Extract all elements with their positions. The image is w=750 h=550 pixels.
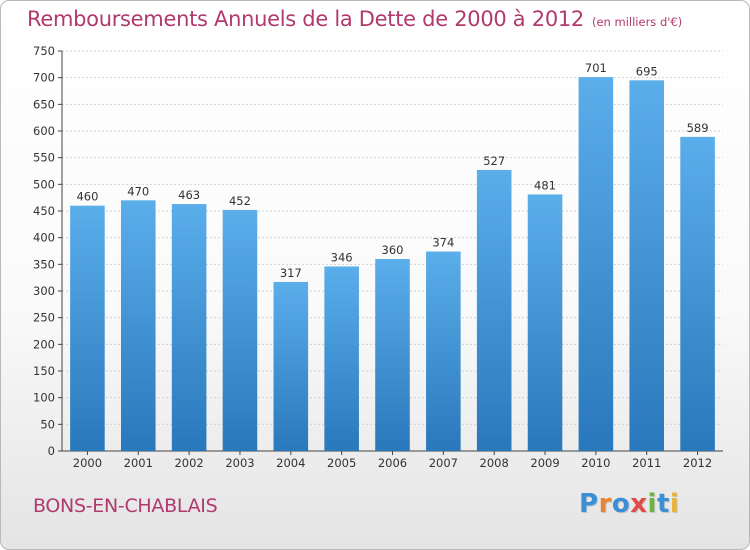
bar [273, 281, 309, 451]
y-tick-label: 450 [33, 204, 55, 218]
y-tick-label: 650 [33, 97, 55, 111]
y-tick-label: 0 [48, 444, 55, 458]
brand-logo: Proxiti [579, 489, 680, 519]
data-label: 463 [178, 188, 200, 202]
x-tick-label: 2007 [429, 456, 458, 470]
x-tick-label: 2003 [225, 456, 254, 470]
bar [120, 200, 156, 451]
axes: 0 50 100 150 200 250 300 350 400 450 500 550 600 650 7… [33, 44, 723, 470]
chart-title-text: Remboursements Annuels de la Dette de 20… [27, 7, 584, 31]
y-tick-label: 700 [33, 71, 55, 85]
y-tick-label: 400 [33, 231, 55, 245]
bar [375, 259, 410, 451]
data-label: 481 [534, 178, 556, 192]
x-tick-label: 2009 [530, 456, 559, 470]
x-tick-label: 2004 [276, 456, 305, 470]
data-labels: 460 470 463 452 317 346 360 374 527 481 701 695 589 [76, 61, 708, 280]
bar [171, 204, 207, 451]
x-tick-label: 2010 [581, 456, 610, 470]
x-tick-label: 2006 [378, 456, 407, 470]
bar [324, 266, 359, 451]
bars [70, 77, 715, 451]
y-tick-label: 200 [33, 337, 55, 351]
y-tick-label: 100 [33, 391, 55, 405]
x-tick-label: 2002 [174, 456, 203, 470]
data-label: 460 [76, 190, 98, 204]
y-tick-label: 350 [33, 257, 55, 271]
bar [222, 209, 258, 451]
bar [527, 194, 563, 451]
y-tick-label: 600 [33, 124, 55, 138]
y-tick-label: 150 [33, 364, 55, 378]
data-label: 360 [382, 243, 404, 257]
bar [70, 205, 105, 451]
y-tick-label: 250 [33, 311, 55, 325]
data-label: 317 [280, 266, 302, 280]
y-tick-label: 300 [33, 284, 55, 298]
data-label: 346 [331, 250, 353, 264]
x-tick-label: 2008 [480, 456, 509, 470]
y-tick-label: 550 [33, 151, 55, 165]
data-label: 589 [687, 121, 709, 135]
bar [629, 80, 665, 451]
location-label: BONS-EN-CHABLAIS [33, 495, 218, 517]
x-tick-label: 2012 [683, 456, 712, 470]
x-tick-label: 2000 [73, 456, 102, 470]
y-tick-label: 750 [33, 44, 55, 58]
data-label: 470 [127, 184, 149, 198]
data-label: 695 [636, 64, 658, 78]
data-label: 374 [432, 236, 454, 250]
y-tick-label: 50 [40, 417, 55, 431]
data-label: 527 [483, 154, 505, 168]
data-label: 452 [229, 194, 251, 208]
data-label: 701 [585, 61, 607, 75]
bar [426, 251, 461, 451]
bar [680, 136, 715, 451]
x-tick-label: 2005 [327, 456, 356, 470]
bar [578, 77, 614, 451]
chart-title: Remboursements Annuels de la Dette de 20… [27, 7, 682, 31]
x-tick-label: 2011 [632, 456, 661, 470]
x-tick-label: 2001 [124, 456, 153, 470]
chart-unit: (en milliers d'€) [592, 15, 683, 29]
y-tick-label: 500 [33, 177, 55, 191]
bar [476, 169, 512, 451]
